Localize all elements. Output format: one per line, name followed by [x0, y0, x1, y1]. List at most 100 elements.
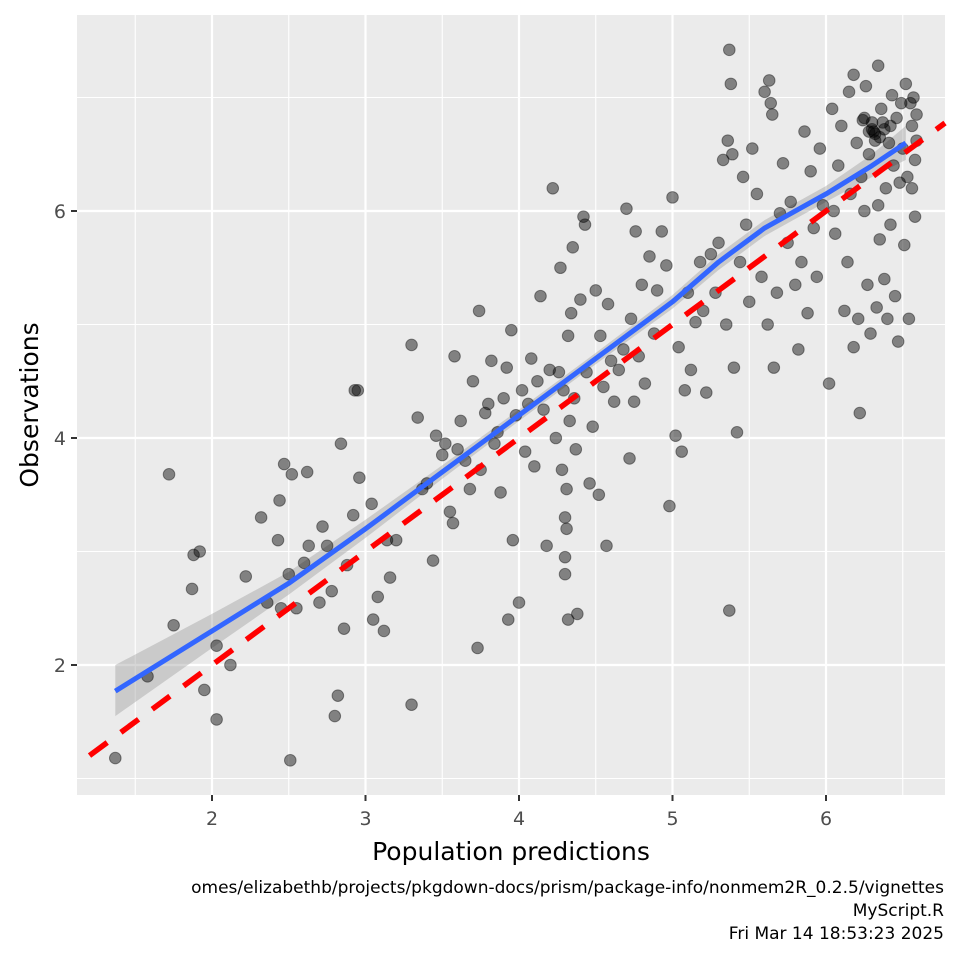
identity-line-layer	[87, 120, 947, 758]
y-tick-label: 2	[54, 655, 66, 677]
data-point	[858, 204, 871, 218]
data-point	[746, 142, 759, 155]
data-point	[904, 96, 917, 110]
data-point	[804, 164, 817, 178]
data-point	[761, 318, 774, 331]
data-point	[792, 343, 805, 356]
data-point	[577, 210, 590, 223]
data-point	[273, 494, 286, 507]
data-point	[497, 391, 510, 405]
data-point	[506, 533, 520, 547]
data-point	[254, 511, 268, 524]
data-point	[617, 343, 630, 356]
data-point	[765, 108, 779, 121]
data-point	[867, 125, 880, 138]
data-point	[704, 247, 718, 261]
data-point	[764, 96, 778, 110]
data-point	[865, 116, 879, 129]
data-point	[719, 318, 733, 331]
data-point	[365, 497, 378, 511]
data-point	[716, 153, 730, 167]
data-point	[512, 596, 526, 609]
data-point	[669, 429, 682, 443]
data-point	[558, 550, 572, 564]
data-point	[712, 236, 725, 250]
data-point	[689, 315, 702, 329]
data-point	[451, 443, 464, 456]
data-point	[162, 468, 176, 481]
x-axis-title: Population predictions	[372, 837, 650, 866]
data-point	[881, 312, 894, 326]
data-point	[862, 125, 876, 138]
data-point	[561, 329, 575, 343]
data-point	[566, 241, 580, 254]
data-point	[858, 111, 871, 125]
data-point	[534, 289, 547, 303]
data-point	[560, 522, 573, 536]
data-point	[620, 202, 633, 216]
data-point	[564, 306, 578, 320]
data-point	[624, 312, 638, 326]
data-point	[569, 443, 583, 456]
data-point	[187, 548, 200, 562]
data-point	[873, 130, 887, 144]
data-point	[825, 102, 839, 116]
data-point	[870, 301, 883, 314]
grid-major	[77, 15, 945, 795]
data-point	[727, 361, 741, 374]
data-point	[531, 374, 544, 388]
data-point	[239, 570, 253, 583]
data-point	[485, 354, 498, 368]
data-point	[454, 414, 467, 428]
data-point	[678, 384, 692, 397]
data-point	[346, 508, 360, 522]
data-point	[847, 68, 860, 82]
data-point	[571, 607, 584, 621]
data-point	[554, 261, 567, 275]
data-point	[813, 142, 827, 155]
data-point	[859, 79, 873, 93]
data-point	[623, 452, 636, 465]
data-point	[739, 218, 753, 231]
data-point	[822, 377, 836, 390]
data-point	[524, 352, 538, 365]
data-point	[389, 533, 403, 547]
data-point	[377, 624, 391, 638]
data-point	[446, 516, 460, 530]
data-point	[884, 119, 897, 133]
data-point	[885, 88, 899, 102]
data-point	[721, 134, 735, 147]
data-point	[736, 170, 750, 184]
data-point	[224, 658, 237, 672]
data-point	[563, 414, 576, 428]
data-point	[448, 349, 461, 363]
data-point	[472, 304, 486, 318]
data-point	[505, 323, 518, 337]
data-point	[899, 77, 913, 91]
data-point	[549, 431, 563, 445]
data-point	[897, 238, 911, 252]
data-point	[801, 306, 814, 320]
data-point	[518, 445, 532, 458]
data-point	[807, 221, 821, 235]
data-point	[907, 91, 920, 104]
data-point	[878, 122, 891, 136]
data-point	[546, 182, 560, 195]
data-point	[910, 108, 923, 121]
data-point	[627, 395, 641, 408]
data-point	[586, 420, 599, 433]
data-point	[494, 486, 507, 499]
data-point	[865, 122, 879, 136]
plot-panel	[77, 15, 945, 795]
data-point	[638, 377, 652, 390]
data-point	[770, 286, 784, 300]
data-point	[882, 136, 896, 150]
data-point	[750, 187, 764, 201]
data-point	[366, 613, 380, 626]
data-point	[693, 255, 707, 269]
y-axis-title: Observations	[15, 322, 44, 487]
x-tick-label: 3	[359, 808, 371, 830]
data-point	[488, 437, 501, 450]
data-point	[210, 713, 223, 726]
data-point	[643, 250, 656, 263]
